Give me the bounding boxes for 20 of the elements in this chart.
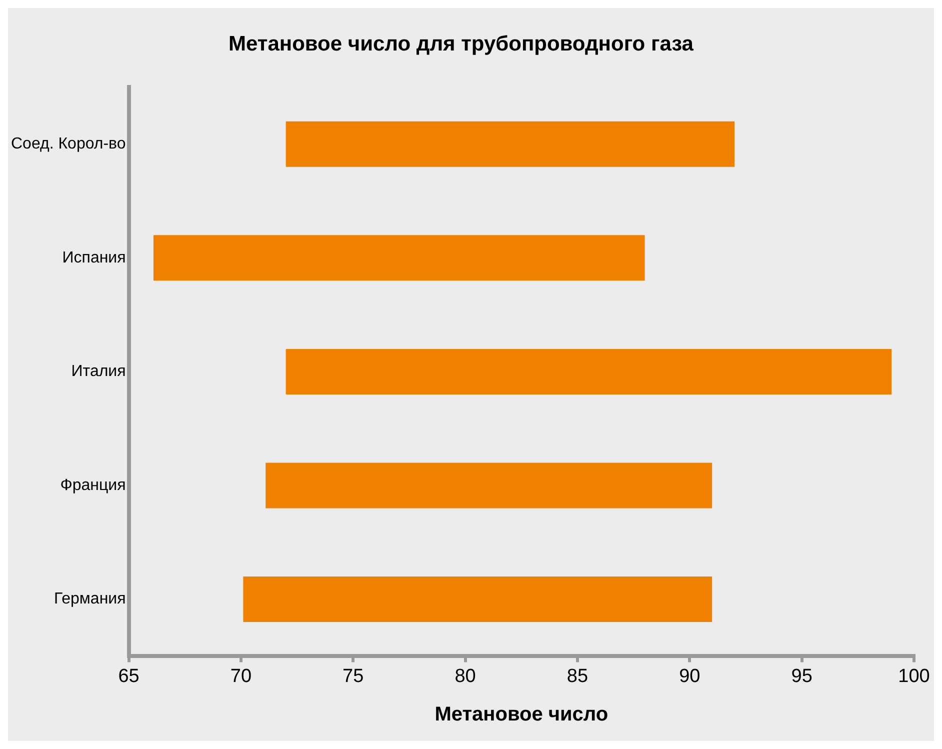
x-tick-label: 80 bbox=[454, 666, 476, 687]
y-tick-label: Испания bbox=[62, 249, 126, 266]
x-tick-label: 70 bbox=[230, 666, 252, 687]
bar bbox=[243, 576, 712, 622]
x-tick-label: 90 bbox=[679, 666, 700, 687]
x-axis-title: Метановое число bbox=[434, 704, 608, 726]
x-tick-label: 65 bbox=[118, 666, 140, 687]
bar bbox=[153, 235, 645, 281]
bar bbox=[286, 348, 892, 394]
y-tick-label: Соед. Корол-во bbox=[10, 136, 126, 153]
chart-title: Метановое число для трубопроводного газа bbox=[228, 32, 694, 56]
x-tick-label: 85 bbox=[566, 666, 588, 687]
x-tick-label: 75 bbox=[342, 666, 364, 687]
y-tick-label: Франция bbox=[60, 476, 126, 494]
y-tick-label: Германия bbox=[54, 590, 126, 608]
x-tick-label: 95 bbox=[791, 666, 812, 687]
bar bbox=[286, 121, 735, 167]
x-tick-label: 100 bbox=[898, 666, 930, 687]
bar bbox=[266, 462, 712, 508]
y-tick-label: Италия bbox=[71, 363, 126, 380]
